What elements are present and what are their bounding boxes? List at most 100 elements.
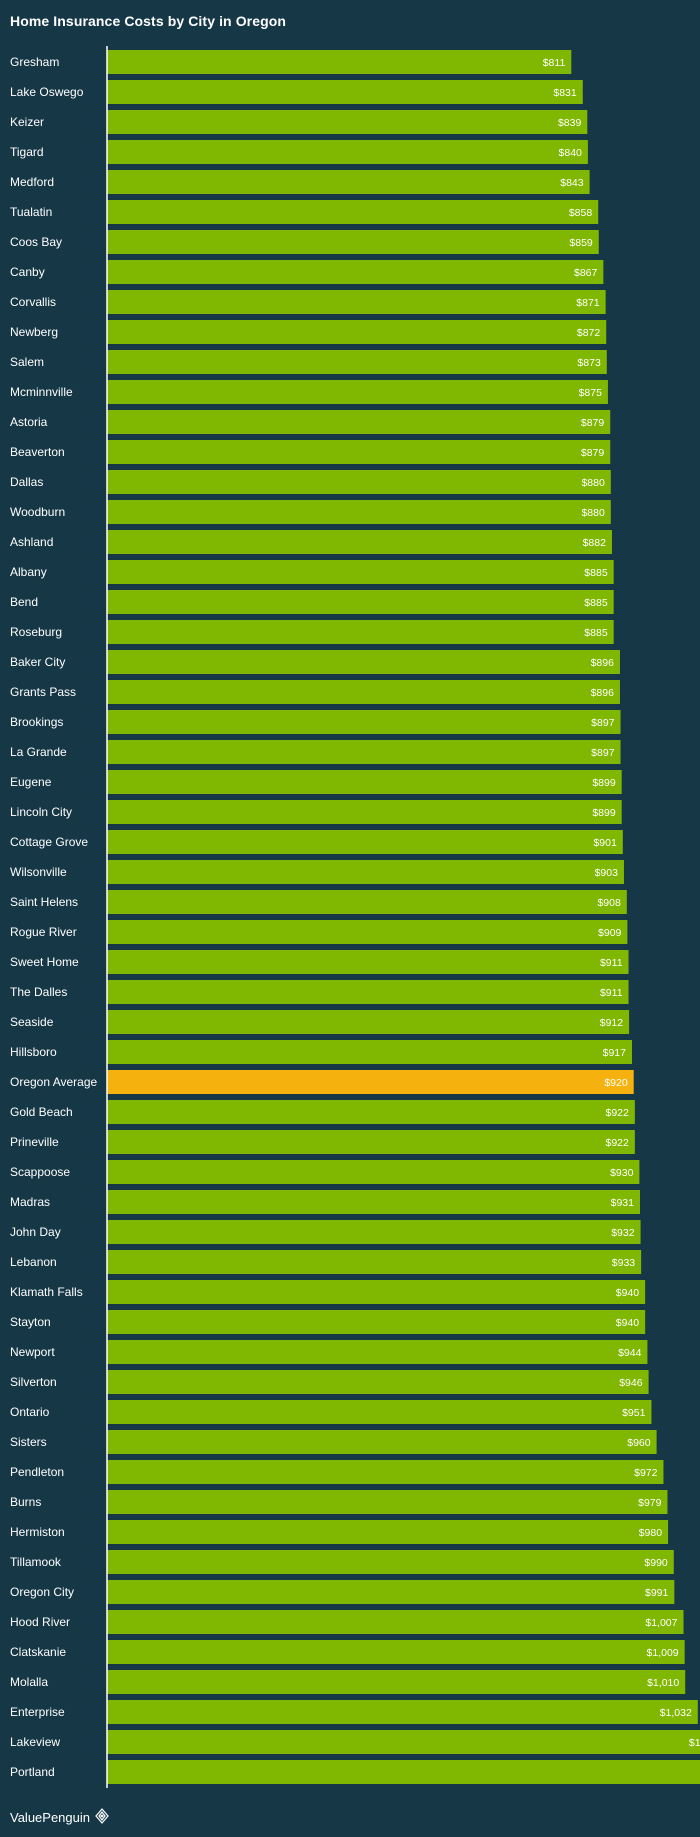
value-label: $911: [600, 987, 623, 999]
bar: [107, 1040, 632, 1064]
category-label: Pendleton: [10, 1465, 64, 1479]
bar: [107, 140, 588, 164]
category-label: Keizer: [10, 115, 44, 129]
bar: [107, 950, 629, 974]
category-label: Molalla: [10, 1675, 48, 1689]
category-label: Lake Oswego: [10, 85, 84, 99]
penguin-logo-icon: [94, 1808, 110, 1827]
value-label: $933: [612, 1257, 636, 1269]
category-label: Stayton: [10, 1315, 51, 1329]
value-label: $917: [603, 1047, 627, 1059]
bar: [107, 200, 599, 224]
bar: [107, 50, 572, 74]
category-label: Woodburn: [10, 505, 65, 519]
category-label: Wilsonville: [10, 865, 67, 879]
value-label: $885: [584, 567, 608, 579]
value-label: $1,032: [660, 1707, 692, 1719]
bar: [107, 1370, 649, 1394]
value-label: $843: [560, 177, 584, 189]
bar: [107, 1700, 698, 1724]
value-label: $920: [604, 1077, 628, 1089]
bar: [107, 1010, 630, 1034]
value-label: $972: [634, 1467, 658, 1479]
bar: [107, 1730, 700, 1754]
category-label: Klamath Falls: [10, 1285, 83, 1299]
category-label: Prineville: [10, 1135, 59, 1149]
category-label: Hood River: [10, 1615, 70, 1629]
value-label: $1,010: [647, 1677, 679, 1689]
value-label: $880: [581, 507, 605, 519]
value-label: $880: [581, 477, 605, 489]
category-label: Oregon Average: [10, 1075, 98, 1089]
bar: [107, 770, 622, 794]
value-label: $946: [619, 1377, 643, 1389]
value-label: $909: [598, 927, 622, 939]
category-label: Bend: [10, 595, 38, 609]
value-label: $896: [591, 657, 615, 669]
value-label: $879: [581, 447, 605, 459]
category-label: Mcminnville: [10, 385, 73, 399]
bar: [107, 650, 620, 674]
value-label: $979: [638, 1497, 662, 1509]
category-label: Lebanon: [10, 1255, 57, 1269]
bar: [107, 1670, 686, 1694]
category-label: Beaverton: [10, 445, 65, 459]
category-label: Ashland: [10, 535, 53, 549]
value-label: $867: [574, 267, 598, 279]
category-label: Dallas: [10, 475, 43, 489]
value-label: $831: [553, 87, 577, 99]
category-label: Tigard: [10, 145, 44, 159]
bar: [107, 440, 611, 464]
category-label: Astoria: [10, 415, 48, 429]
value-label: $960: [627, 1437, 651, 1449]
brand-name: ValuePenguin: [10, 1810, 90, 1825]
category-label: John Day: [10, 1225, 61, 1239]
bar: [107, 380, 608, 404]
bar: [107, 1640, 685, 1664]
category-label: Hermiston: [10, 1525, 65, 1539]
bar: [107, 1460, 664, 1484]
bar: [107, 230, 599, 254]
bar: [107, 410, 611, 434]
bar: [107, 1220, 641, 1244]
value-label: $932: [611, 1227, 635, 1239]
value-label: $811: [543, 57, 566, 69]
category-label: Clatskanie: [10, 1645, 66, 1659]
value-label: $896: [591, 687, 615, 699]
category-label: Madras: [10, 1195, 50, 1209]
category-label: Burns: [10, 1495, 41, 1509]
category-label: Silverton: [10, 1375, 57, 1389]
value-label: $871: [576, 297, 600, 309]
bar: [107, 1250, 642, 1274]
bar: [107, 740, 621, 764]
value-label: $980: [639, 1527, 663, 1539]
value-label: $839: [558, 117, 582, 129]
value-label: $885: [584, 597, 608, 609]
value-label: $940: [616, 1287, 640, 1299]
bar: [107, 830, 623, 854]
value-label: $858: [569, 207, 593, 219]
bar: [107, 320, 607, 344]
value-label: $1,007: [645, 1617, 677, 1629]
bar: [107, 860, 624, 884]
category-label: Ontario: [10, 1405, 50, 1419]
category-label: Corvallis: [10, 295, 56, 309]
value-label: $903: [595, 867, 619, 879]
category-label: Scappoose: [10, 1165, 70, 1179]
value-label: $930: [610, 1167, 634, 1179]
category-label: Brookings: [10, 715, 63, 729]
value-label: $931: [611, 1197, 635, 1209]
bar: [107, 590, 614, 614]
category-label: Sweet Home: [10, 955, 79, 969]
bar: [107, 1340, 648, 1364]
value-label: $991: [645, 1587, 669, 1599]
category-label: Newport: [10, 1345, 55, 1359]
category-label: Salem: [10, 355, 44, 369]
category-label: Newberg: [10, 325, 58, 339]
category-label: Baker City: [10, 655, 65, 669]
category-label: Eugene: [10, 775, 52, 789]
category-label: The Dalles: [10, 985, 67, 999]
bar: [107, 1490, 668, 1514]
category-label: Gresham: [10, 55, 59, 69]
value-label: $912: [600, 1017, 624, 1029]
